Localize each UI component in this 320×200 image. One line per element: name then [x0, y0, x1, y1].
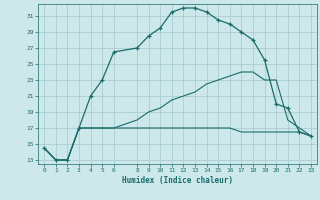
X-axis label: Humidex (Indice chaleur): Humidex (Indice chaleur) [122, 176, 233, 185]
